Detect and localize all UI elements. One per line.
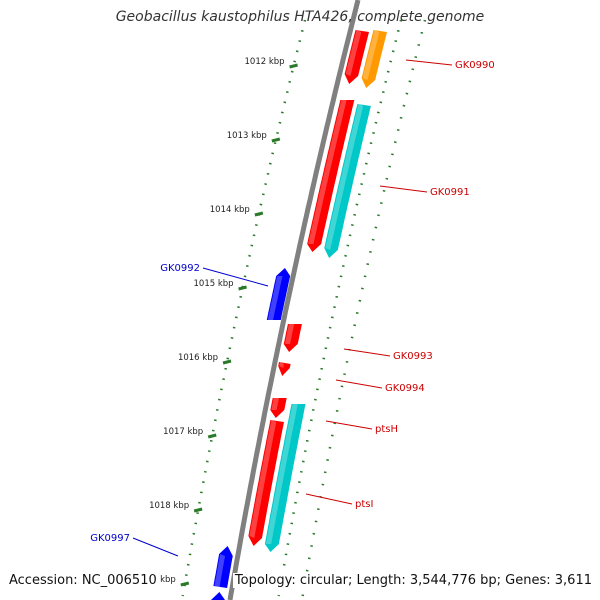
- label-leader-line: [335, 379, 383, 389]
- label-leader-line: [305, 493, 353, 505]
- gene-block-gk0992: [266, 268, 291, 320]
- gene-label: GK0991: [430, 187, 470, 198]
- genome-backbone: [227, 0, 361, 600]
- label-leader-line: [379, 185, 428, 193]
- scale-tick-mark: [207, 433, 217, 439]
- label-leader-line: [343, 348, 391, 357]
- label-leader-line: [405, 59, 453, 66]
- scale-tick-mark: [193, 507, 203, 513]
- gene-block-gk0991-cyan: [324, 104, 371, 258]
- gene-block-gk0994: [278, 362, 291, 376]
- scale-tick-mark: [238, 285, 247, 291]
- map-title: Geobacillus kaustophilus HTA426, complet…: [115, 9, 485, 25]
- topology-label: Topology: circular; Length: 3,544,776 bp…: [232, 573, 594, 588]
- scale-tick-label: 9 kbp: [152, 575, 176, 585]
- scale-tick-label: 1017 kbp: [163, 427, 203, 437]
- scale-tick-label: 1016 kbp: [178, 353, 218, 363]
- gene-block-bottom-reverse: [211, 592, 225, 600]
- tick-dots-layer: [181, 19, 427, 597]
- gene-label: GK0990: [455, 60, 495, 71]
- gene-label: GK0993: [393, 351, 433, 362]
- scale-tick-mark: [289, 63, 298, 69]
- label-leader-line: [132, 537, 179, 557]
- gene-block-gk0990-red: [344, 30, 369, 84]
- scale-tick-label: 1012 kbp: [245, 57, 285, 67]
- gene-block-gk0997: [213, 546, 233, 588]
- scale-tick-mark: [271, 137, 281, 143]
- gene-block-ptsi-red: [248, 420, 284, 546]
- gene-block-gk0991-red: [307, 100, 355, 252]
- gene-label: GK0992: [160, 263, 200, 274]
- gene-label: ptsH: [375, 424, 398, 435]
- scale-tick-label: 1015 kbp: [194, 279, 234, 289]
- gene-label: GK0997: [90, 533, 130, 544]
- gene-block-ptsh: [270, 398, 287, 418]
- scale-tick-mark: [254, 211, 264, 217]
- scale-tick-mark: [222, 359, 232, 365]
- gene-block-gk0990-orange: [361, 30, 387, 88]
- gene-label: GK0994: [385, 383, 425, 394]
- scale-tick-mark: [180, 581, 190, 587]
- scale-tick-label: 1014 kbp: [210, 205, 250, 215]
- gene-labels-layer: GK0990 GK0991 GK0992 GK0993 GK0994 ptsH ptsI GK…: [90, 59, 495, 557]
- scale-tick-label: 1013 kbp: [227, 131, 267, 141]
- scale-tick-label: 1018 kbp: [149, 501, 189, 511]
- label-leader-line: [202, 267, 269, 287]
- scale-ticks-layer: 1012 kbp 1013 kbp 1014 kbp 1015 kbp 1016 kbp…: [149, 57, 298, 587]
- gene-block-ptsi-cyan: [264, 404, 306, 552]
- gene-block-gk0993: [283, 324, 302, 352]
- accession-label: Accession: NC_006510: [7, 573, 159, 588]
- gene-label: ptsI: [355, 499, 373, 510]
- backbone-layer: [227, 0, 361, 600]
- features-layer: [211, 30, 387, 600]
- label-leader-line: [325, 420, 373, 430]
